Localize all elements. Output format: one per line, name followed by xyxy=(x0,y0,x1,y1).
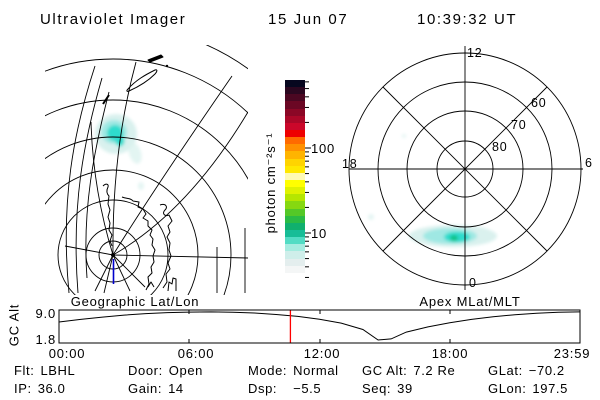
status-ip: IP: 36.0 xyxy=(14,381,66,396)
colorbar-tick-100: 100 xyxy=(311,141,336,156)
xtick-2359: 23:59 xyxy=(553,346,591,361)
status-dsp: Dsp: −5.5 xyxy=(248,381,322,396)
page-title: Ultraviolet Imager xyxy=(40,11,187,28)
colorbar-tick-10: 10 xyxy=(311,226,328,241)
mlt-label-18: 18 xyxy=(342,157,358,171)
status-gain: Gain: 14 xyxy=(128,381,184,396)
mlt-label-6: 6 xyxy=(585,156,593,170)
strip-chart-frame xyxy=(58,309,581,344)
apex-aurora-emission xyxy=(368,134,497,247)
date-display: 15 Jun 07 xyxy=(268,11,349,28)
geo-coastline xyxy=(103,55,176,291)
status-flt: Flt: LBHL xyxy=(14,363,76,378)
status-seq: Seq: 39 xyxy=(362,381,413,396)
geographic-panel-title: Geographic Lat/Lon xyxy=(70,294,200,309)
gc-alt-axis-label: GC Alt xyxy=(6,303,22,347)
geo-aurora-emission xyxy=(95,114,144,190)
apex-panel-title: Apex MLat/MLT xyxy=(419,294,521,309)
status-glat: GLat: −70.2 xyxy=(488,363,565,378)
status-glon: GLon: 197.5 xyxy=(488,381,568,396)
xtick-0600: 06:00 xyxy=(177,346,215,361)
status-mode: Mode: Normal xyxy=(248,363,339,378)
status-gc-alt: GC Alt: 7.2 Re xyxy=(362,363,456,378)
xtick-1200: 12:00 xyxy=(303,346,341,361)
time-display: 10:39:32 UT xyxy=(417,11,518,28)
mlt-label-0: 0 xyxy=(469,276,477,290)
apex-polar-plot xyxy=(349,46,583,290)
status-door: Door: Open xyxy=(128,363,203,378)
apex-mlat-circles xyxy=(349,53,581,285)
colorbar xyxy=(285,80,305,280)
xtick-1800: 18:00 xyxy=(431,346,469,361)
geo-meridians xyxy=(65,62,248,293)
mlat-ring-label-60: 60 xyxy=(531,96,547,110)
gc-alt-strip-chart xyxy=(58,309,581,344)
subsatellite-pole-marker xyxy=(111,253,115,257)
xtick-0000: 00:00 xyxy=(48,346,86,361)
geo-limb-arcs xyxy=(66,66,109,293)
apex-mlt-axes xyxy=(349,46,583,290)
ytick-9-0: 9.0 xyxy=(35,306,56,321)
mlt-label-12: 12 xyxy=(467,46,483,60)
colorbar-units-label: photon cm⁻²s⁻¹ xyxy=(263,132,278,234)
colorbar-tick-marks xyxy=(305,82,311,278)
mlat-ring-label-70: 70 xyxy=(511,118,527,132)
mlat-ring-label-80: 80 xyxy=(492,140,508,154)
gc-altitude-curve xyxy=(59,312,580,340)
ytick-1-8: 1.8 xyxy=(35,332,56,347)
strip-chart-hour-ticks xyxy=(189,310,450,343)
